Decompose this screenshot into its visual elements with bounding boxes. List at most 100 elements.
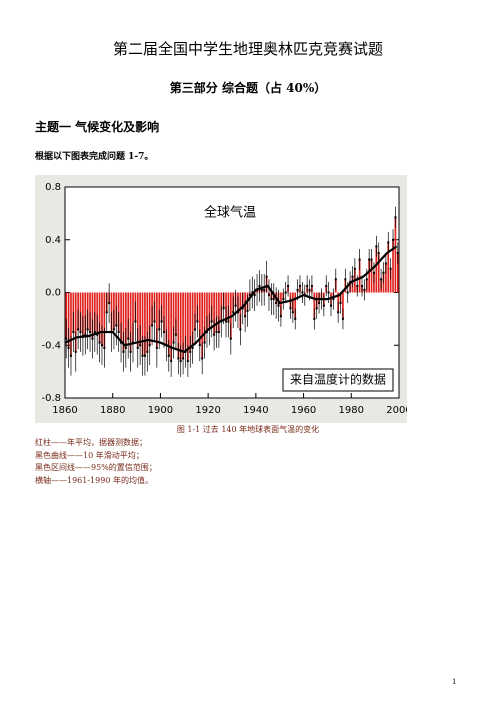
point (296, 288, 299, 291)
point (341, 317, 344, 320)
point (272, 298, 275, 301)
x-tick-label: 1940 (243, 405, 268, 416)
bar (82, 292, 84, 337)
bar (280, 292, 282, 317)
point (363, 288, 366, 291)
point (229, 337, 232, 340)
point (375, 245, 378, 248)
bar (141, 292, 144, 356)
bar (122, 292, 125, 352)
bar (170, 292, 172, 362)
bar (156, 292, 158, 348)
bar (385, 263, 387, 293)
point (112, 328, 115, 331)
bar (98, 292, 101, 343)
point (69, 354, 72, 357)
point (93, 331, 96, 334)
bar (70, 292, 72, 356)
point (136, 346, 139, 349)
point (172, 341, 175, 344)
point (232, 311, 235, 314)
bar (215, 292, 218, 333)
point (353, 267, 356, 270)
point (86, 328, 89, 331)
point (170, 360, 173, 363)
bar (389, 268, 392, 293)
topic: 主题一 气候变化及影响 (35, 120, 160, 134)
point (387, 241, 390, 244)
bar (387, 242, 390, 293)
point (225, 320, 228, 323)
point (227, 320, 230, 323)
point (258, 284, 261, 287)
point (129, 350, 132, 353)
bar (213, 292, 215, 335)
point (105, 311, 108, 314)
y-tick-label: 0.4 (45, 235, 61, 246)
x-tick-label: 1900 (148, 405, 173, 416)
point (267, 294, 270, 297)
point (174, 333, 177, 336)
point (380, 278, 383, 281)
point (160, 320, 163, 323)
point (289, 307, 292, 310)
bar (396, 252, 399, 293)
point (115, 324, 118, 327)
point (291, 311, 294, 314)
point (392, 238, 395, 241)
bar (239, 292, 242, 330)
point (282, 298, 285, 301)
bar (65, 292, 68, 339)
point (382, 271, 385, 274)
point (372, 271, 375, 274)
point (72, 331, 75, 334)
point (189, 350, 192, 353)
bar (167, 292, 170, 356)
point (191, 346, 194, 349)
point (251, 291, 254, 294)
point (358, 258, 361, 261)
bar (198, 292, 201, 346)
x-tick-label: 1920 (195, 405, 220, 416)
point (167, 354, 170, 357)
point (313, 317, 316, 320)
point (213, 333, 216, 336)
point (241, 307, 244, 310)
point (284, 291, 287, 294)
point (246, 309, 249, 312)
bar (191, 292, 194, 348)
point (396, 251, 399, 254)
point (346, 291, 349, 294)
point (198, 344, 201, 347)
point (265, 275, 268, 278)
bar (125, 292, 127, 348)
point (91, 337, 94, 340)
point (67, 346, 70, 349)
y-tick-label: 0.8 (45, 182, 61, 193)
point (287, 284, 290, 287)
x-tick-label: 2000 (386, 405, 407, 416)
point (177, 357, 180, 360)
bar (129, 292, 132, 352)
point (248, 294, 251, 297)
point (143, 354, 146, 357)
point (325, 284, 328, 287)
point (141, 354, 144, 357)
bar (392, 239, 394, 293)
bar (136, 292, 139, 348)
point (279, 315, 282, 318)
point (103, 346, 106, 349)
point (74, 350, 77, 353)
point (217, 331, 220, 334)
bar (294, 292, 297, 319)
bar (163, 292, 165, 333)
point (201, 357, 204, 360)
point (84, 333, 87, 336)
point (127, 337, 130, 340)
point (322, 304, 325, 307)
x-tick-label: 1860 (52, 405, 77, 416)
point (77, 328, 80, 331)
bar (394, 217, 397, 293)
bar (127, 292, 130, 339)
